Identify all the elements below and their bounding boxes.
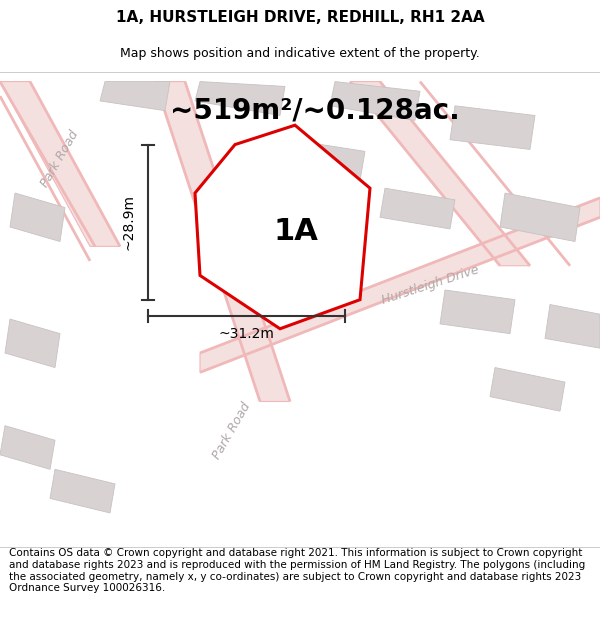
- Text: Map shows position and indicative extent of the property.: Map shows position and indicative extent…: [120, 48, 480, 61]
- Polygon shape: [330, 82, 420, 121]
- Polygon shape: [195, 82, 285, 116]
- Polygon shape: [545, 304, 600, 348]
- Polygon shape: [5, 319, 60, 368]
- Polygon shape: [0, 82, 120, 246]
- Polygon shape: [350, 82, 530, 266]
- Text: Park Road: Park Road: [38, 129, 82, 190]
- Polygon shape: [215, 230, 258, 268]
- Polygon shape: [450, 106, 535, 149]
- Polygon shape: [200, 198, 600, 372]
- Text: ~519m²/~0.128ac.: ~519m²/~0.128ac.: [170, 97, 460, 124]
- Text: Park Road: Park Road: [211, 400, 253, 461]
- Polygon shape: [100, 82, 170, 111]
- Polygon shape: [285, 140, 365, 181]
- Text: 1A, HURSTLEIGH DRIVE, REDHILL, RH1 2AA: 1A, HURSTLEIGH DRIVE, REDHILL, RH1 2AA: [116, 11, 484, 26]
- Polygon shape: [215, 169, 275, 212]
- Polygon shape: [490, 368, 565, 411]
- Polygon shape: [500, 193, 580, 241]
- Polygon shape: [195, 125, 370, 329]
- Text: ~31.2m: ~31.2m: [218, 327, 274, 341]
- Polygon shape: [0, 426, 55, 469]
- Text: 1A: 1A: [274, 217, 319, 246]
- Polygon shape: [155, 82, 290, 401]
- Text: Contains OS data © Crown copyright and database right 2021. This information is : Contains OS data © Crown copyright and d…: [9, 549, 585, 593]
- Polygon shape: [50, 469, 115, 513]
- Polygon shape: [440, 290, 515, 334]
- Polygon shape: [10, 193, 65, 241]
- Text: ~28.9m: ~28.9m: [121, 194, 135, 250]
- Text: Hurstleigh Drive: Hurstleigh Drive: [380, 263, 481, 307]
- Polygon shape: [380, 188, 455, 229]
